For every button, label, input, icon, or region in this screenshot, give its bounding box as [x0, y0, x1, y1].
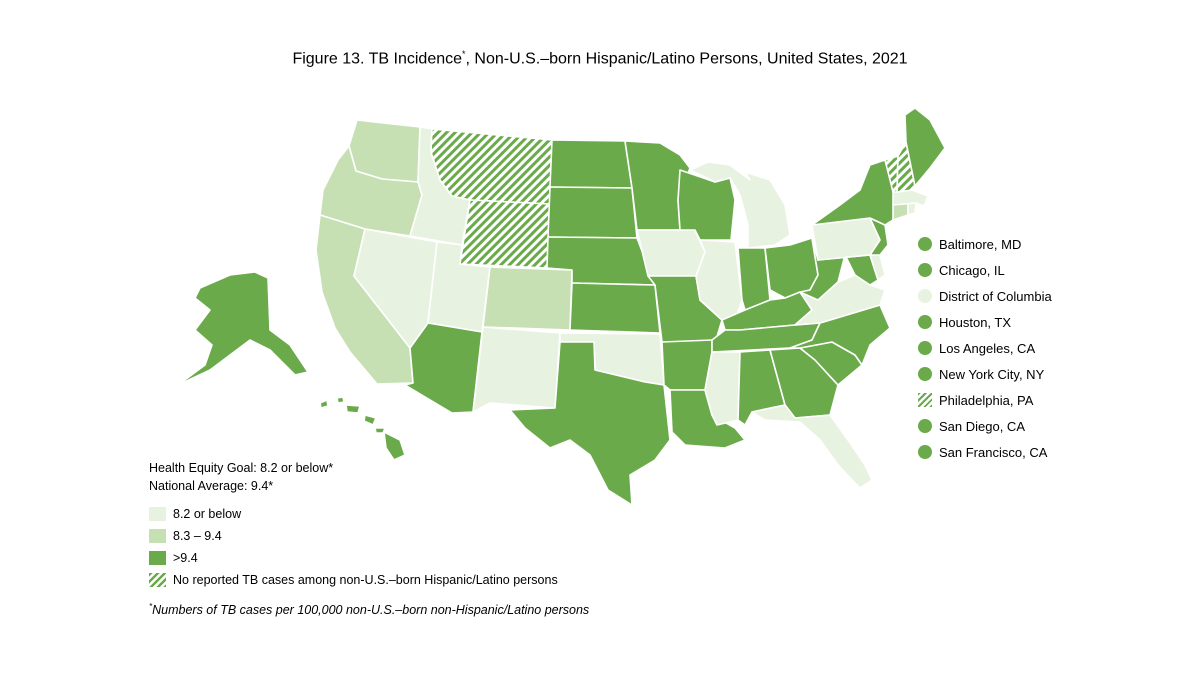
city-label: Chicago, IL [939, 262, 1005, 278]
legend-item: 8.2 or below [149, 505, 241, 523]
legend-item: No reported TB cases among non-U.S.–born… [149, 571, 558, 589]
legend-item: 8.3 – 9.4 [149, 527, 222, 545]
legend-swatch [149, 573, 166, 587]
city-marker-icon [918, 445, 932, 459]
city-marker-icon [918, 263, 932, 277]
city-item: Houston, TX [918, 312, 1011, 332]
city-item: Philadelphia, PA [918, 390, 1033, 410]
legend-label: 8.2 or below [173, 507, 242, 521]
city-label: San Diego, CA [939, 418, 1025, 434]
state-me [904, 107, 946, 187]
legend-label: No reported TB cases among non-U.S.–born… [173, 573, 558, 587]
state-nd [549, 139, 633, 189]
state-in [737, 247, 771, 311]
state-sd [547, 186, 638, 239]
city-item: San Diego, CA [918, 416, 1025, 436]
city-marker-icon [918, 419, 932, 433]
state-nm [472, 326, 561, 413]
city-label: Baltimore, MD [939, 236, 1022, 252]
legend-label: 8.3 – 9.4 [173, 529, 222, 543]
health-equity-goal: Health Equity Goal: 8.2 or below* [149, 461, 334, 475]
city-item: Baltimore, MD [918, 234, 1021, 254]
city-label: Los Angeles, CA [939, 340, 1036, 356]
city-marker-icon [918, 315, 932, 329]
state-wy [459, 199, 551, 269]
city-label: Houston, TX [939, 314, 1012, 330]
state-hi [319, 396, 406, 461]
city-item: Chicago, IL [918, 260, 1005, 280]
city-marker-icon [918, 341, 932, 355]
figure-title: Figure 13. TB Incidence*, Non-U.S.–born … [292, 49, 908, 68]
city-marker-icon [918, 237, 932, 251]
footnote: *Numbers of TB cases per 100,000 non-U.S… [149, 602, 590, 618]
city-label: District of Columbia [939, 288, 1052, 304]
city-marker-icon [918, 289, 932, 303]
state-co [482, 266, 573, 331]
city-marker-icon [918, 367, 932, 381]
city-item: District of Columbia [918, 286, 1052, 306]
city-label: New York City, NY [939, 366, 1045, 382]
state-nh [896, 141, 916, 193]
national-average: National Average: 9.4* [149, 479, 274, 493]
city-item: San Francisco, CA [918, 442, 1047, 462]
state-ar [661, 339, 713, 391]
state-tx [509, 341, 671, 506]
city-marker-icon [918, 393, 932, 407]
legend-swatch [149, 529, 166, 543]
legend-item: >9.4 [149, 549, 198, 567]
city-label: San Francisco, CA [939, 444, 1048, 460]
city-item: New York City, NY [918, 364, 1044, 384]
city-label: Philadelphia, PA [939, 392, 1034, 408]
state-ak [177, 271, 309, 386]
state-wi [677, 169, 736, 241]
state-ri [907, 202, 917, 216]
legend-swatch [149, 507, 166, 521]
state-fl [751, 404, 873, 489]
legend-label: >9.4 [173, 551, 198, 565]
state-ia [636, 229, 706, 277]
city-item: Los Angeles, CA [918, 338, 1035, 358]
state-mt [430, 128, 553, 205]
legend-swatch [149, 551, 166, 565]
state-mi [689, 161, 791, 249]
state-ks [569, 282, 661, 334]
state-ny [811, 159, 896, 226]
